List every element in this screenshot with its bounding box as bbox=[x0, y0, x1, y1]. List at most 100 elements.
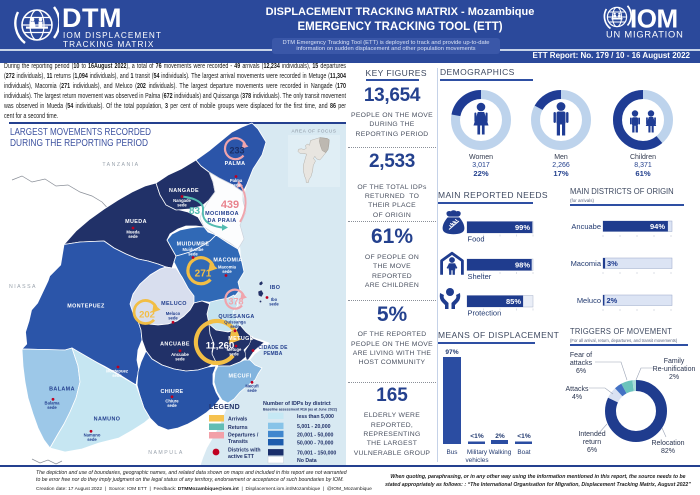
svg-text:Ancuabe: Ancuabe bbox=[571, 222, 601, 231]
svg-text:CHIURE: CHIURE bbox=[160, 389, 183, 395]
svg-text:NAMPULA: NAMPULA bbox=[148, 450, 184, 456]
svg-text:MACOMIA: MACOMIA bbox=[213, 258, 242, 264]
svg-text:Baseline assessment R16 (as at: Baseline assessment R16 (as at June 2022… bbox=[263, 408, 338, 412]
svg-text:LEGEND: LEGEND bbox=[209, 404, 240, 411]
svg-text:Food: Food bbox=[468, 235, 485, 244]
svg-text:Number of IDPs by district: Number of IDPs by district bbox=[263, 401, 331, 407]
svg-text:2%: 2% bbox=[495, 433, 505, 440]
svg-text:Shelter: Shelter bbox=[468, 272, 492, 281]
svg-text:<1%: <1% bbox=[517, 433, 531, 440]
svg-text:IOM: IOM bbox=[630, 5, 678, 34]
svg-text:2,266: 2,266 bbox=[552, 162, 570, 169]
svg-text:QUISSANGA: QUISSANGA bbox=[218, 314, 254, 320]
svg-text:PEMBA: PEMBA bbox=[263, 351, 282, 357]
svg-text:sede: sede bbox=[167, 403, 177, 408]
svg-text:Arrivals: Arrivals bbox=[228, 417, 247, 423]
svg-text:3,017: 3,017 bbox=[472, 162, 490, 169]
svg-text:97%: 97% bbox=[445, 349, 458, 356]
svg-text:4%: 4% bbox=[572, 394, 582, 401]
svg-text:sede: sede bbox=[230, 324, 240, 329]
svg-text:Children: Children bbox=[630, 154, 656, 161]
svg-text:Family: Family bbox=[664, 358, 685, 365]
svg-text:sede: sede bbox=[87, 437, 97, 442]
svg-text:Boat: Boat bbox=[517, 449, 530, 456]
svg-text:vehicles: vehicles bbox=[465, 457, 488, 464]
svg-text:sede: sede bbox=[188, 252, 198, 257]
svg-text:active ETT: active ETT bbox=[228, 454, 255, 460]
svg-text:22%: 22% bbox=[473, 169, 488, 178]
svg-text:Macomia: Macomia bbox=[571, 259, 602, 268]
svg-text:sede: sede bbox=[247, 388, 257, 393]
svg-text:BALAMA: BALAMA bbox=[49, 387, 75, 393]
svg-text:2%: 2% bbox=[607, 296, 618, 305]
svg-text:sede: sede bbox=[229, 352, 239, 357]
svg-text:sede: sede bbox=[112, 373, 122, 378]
svg-text:Namuno: Namuno bbox=[84, 433, 101, 438]
svg-text:Ancuabe: Ancuabe bbox=[171, 352, 189, 357]
svg-text:6%: 6% bbox=[576, 368, 586, 375]
svg-text:70,001 - 150,000: 70,001 - 150,000 bbox=[297, 451, 336, 457]
svg-text:Bus: Bus bbox=[446, 449, 457, 456]
svg-text:DA PRAIA: DA PRAIA bbox=[207, 218, 236, 224]
svg-text:sede: sede bbox=[47, 405, 57, 410]
svg-text:NANGADE: NANGADE bbox=[169, 188, 199, 194]
svg-text:MUEDA: MUEDA bbox=[125, 219, 147, 225]
svg-text:2%: 2% bbox=[669, 374, 679, 381]
svg-text:20,001 - 50,000: 20,001 - 50,000 bbox=[297, 432, 333, 438]
svg-text:Military: Military bbox=[467, 449, 488, 456]
svg-text:Fear of: Fear of bbox=[570, 352, 592, 359]
svg-text:5,001 - 20,000: 5,001 - 20,000 bbox=[297, 424, 331, 430]
svg-text:MUIDUMBE: MUIDUMBE bbox=[177, 242, 210, 248]
svg-text:Nangade: Nangade bbox=[173, 198, 191, 203]
svg-text:94%: 94% bbox=[650, 222, 665, 231]
svg-text:85%: 85% bbox=[506, 297, 521, 306]
svg-text:271: 271 bbox=[195, 269, 212, 280]
svg-text:Palma: Palma bbox=[230, 178, 243, 183]
svg-text:sede: sede bbox=[231, 183, 241, 188]
svg-text:83: 83 bbox=[189, 206, 201, 217]
svg-text:Metuge: Metuge bbox=[227, 347, 242, 352]
svg-text:sede: sede bbox=[168, 316, 178, 321]
svg-text:Men: Men bbox=[554, 154, 568, 161]
svg-text:<1%: <1% bbox=[470, 433, 484, 440]
svg-text:sede: sede bbox=[175, 357, 185, 362]
svg-text:17%: 17% bbox=[553, 169, 568, 178]
svg-text:Attacks: Attacks bbox=[566, 386, 589, 393]
svg-text:378: 378 bbox=[228, 297, 243, 307]
svg-text:Meluco: Meluco bbox=[166, 311, 181, 316]
svg-text:Quissanga: Quissanga bbox=[224, 320, 246, 325]
svg-text:Walking: Walking bbox=[489, 449, 512, 456]
svg-text:Mueda: Mueda bbox=[126, 230, 140, 235]
svg-text:82%: 82% bbox=[661, 448, 675, 455]
svg-text:Women: Women bbox=[469, 154, 493, 161]
svg-text:233: 233 bbox=[229, 146, 244, 156]
svg-text:Departures /: Departures / bbox=[228, 433, 259, 439]
svg-text:11,260: 11,260 bbox=[206, 341, 235, 352]
svg-text:Montepuez: Montepuez bbox=[106, 369, 128, 374]
svg-text:Re-unification: Re-unification bbox=[653, 366, 696, 373]
svg-text:UN MIGRATION: UN MIGRATION bbox=[606, 30, 684, 40]
svg-text:sede: sede bbox=[222, 269, 232, 274]
svg-text:sede: sede bbox=[177, 203, 187, 208]
svg-text:METUGE: METUGE bbox=[228, 336, 253, 342]
svg-text:attacks: attacks bbox=[570, 360, 593, 367]
svg-text:sede: sede bbox=[128, 234, 138, 239]
svg-text:MECUFI: MECUFI bbox=[228, 374, 251, 380]
svg-text:99%: 99% bbox=[515, 223, 530, 232]
svg-text:return: return bbox=[583, 439, 601, 446]
svg-text:sede: sede bbox=[269, 302, 279, 307]
svg-text:NIASSA: NIASSA bbox=[9, 284, 37, 290]
svg-text:MONTEPUEZ: MONTEPUEZ bbox=[67, 304, 105, 310]
svg-text:Intended: Intended bbox=[578, 431, 605, 438]
svg-text:6%: 6% bbox=[587, 447, 597, 454]
svg-text:50,000 - 70,000: 50,000 - 70,000 bbox=[297, 441, 333, 447]
svg-text:Balama: Balama bbox=[45, 401, 61, 406]
svg-text:LARGEST MOVEMENTS RECORDED: LARGEST MOVEMENTS RECORDED bbox=[10, 126, 151, 138]
svg-text:439: 439 bbox=[221, 199, 239, 211]
svg-text:Ibo: Ibo bbox=[271, 297, 278, 302]
svg-text:61%: 61% bbox=[635, 169, 650, 178]
svg-text:Protection: Protection bbox=[468, 309, 502, 318]
svg-text:Relocation: Relocation bbox=[651, 440, 684, 447]
svg-text:CIDADE DE: CIDADE DE bbox=[258, 345, 288, 351]
svg-text:Macomia: Macomia bbox=[218, 265, 237, 270]
